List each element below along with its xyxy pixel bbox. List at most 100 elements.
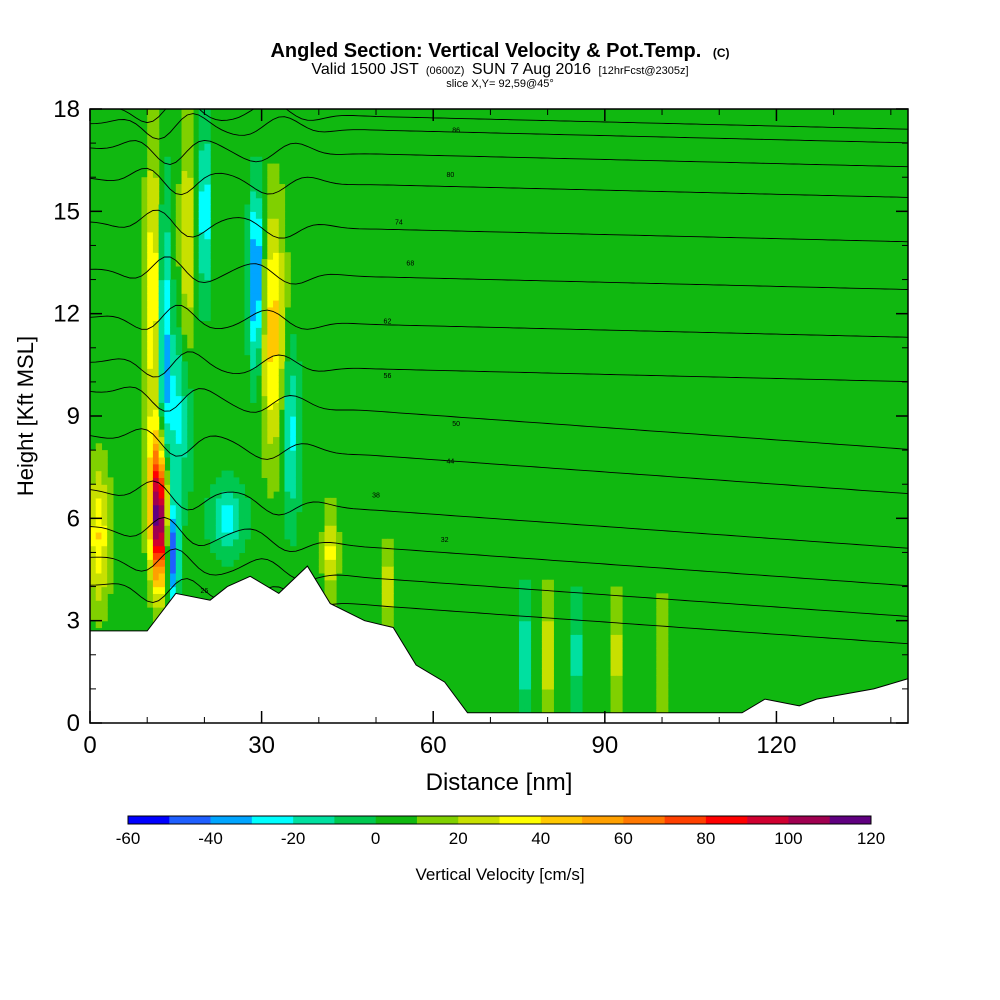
velocity-cell xyxy=(255,265,263,274)
velocity-cell xyxy=(267,450,274,458)
velocity-cell xyxy=(227,477,234,485)
velocity-cell xyxy=(227,470,234,478)
velocity-cell xyxy=(610,702,617,710)
velocity-cell xyxy=(164,347,171,356)
velocity-cell xyxy=(152,306,160,315)
velocity-cell xyxy=(570,607,577,615)
velocity-cell xyxy=(255,224,263,233)
velocity-cell xyxy=(278,354,286,363)
velocity-cell xyxy=(152,388,160,397)
velocity-cell xyxy=(181,368,188,376)
velocity-cell xyxy=(181,190,188,199)
velocity-cell xyxy=(90,613,97,622)
velocity-cell xyxy=(616,695,623,704)
velocity-cell xyxy=(570,593,577,601)
velocity-cell xyxy=(170,450,177,458)
velocity-cell xyxy=(181,381,188,390)
velocity-cell xyxy=(170,484,177,492)
velocity-cell xyxy=(147,197,154,206)
velocity-cell xyxy=(610,613,617,622)
velocity-cell xyxy=(221,477,228,485)
velocity-cell xyxy=(295,436,303,444)
velocity-cell xyxy=(387,566,394,574)
theta-contour-label: 38 xyxy=(372,492,380,499)
velocity-cell xyxy=(221,504,228,513)
velocity-cell xyxy=(284,293,291,301)
velocity-cell xyxy=(290,375,297,383)
velocity-cell xyxy=(519,695,526,704)
velocity-cell xyxy=(158,456,165,465)
velocity-cell xyxy=(250,170,257,178)
velocity-cell xyxy=(278,238,286,247)
velocity-cell xyxy=(261,429,268,438)
velocity-cell xyxy=(204,286,211,294)
velocity-cell xyxy=(152,286,160,294)
velocity-cell xyxy=(101,600,108,608)
velocity-cell xyxy=(290,402,297,410)
velocity-cell xyxy=(175,402,183,410)
colorbar-swatch xyxy=(540,816,583,824)
velocity-cell xyxy=(147,129,154,137)
y-tick-label: 9 xyxy=(67,403,80,430)
velocity-cell xyxy=(101,504,108,513)
velocity-cell xyxy=(158,388,165,397)
velocity-cell xyxy=(181,136,188,144)
velocity-cell xyxy=(576,620,583,629)
velocity-cell xyxy=(273,184,280,192)
velocity-cell xyxy=(158,579,165,588)
velocity-cell xyxy=(335,545,343,554)
velocity-cell xyxy=(656,613,663,622)
velocity-cell xyxy=(295,422,303,431)
velocity-cell xyxy=(267,354,274,363)
velocity-cell xyxy=(610,593,617,601)
velocity-cell xyxy=(95,450,103,458)
theta-contour-line xyxy=(90,386,908,450)
velocity-cell xyxy=(278,306,286,315)
velocity-cell xyxy=(152,272,160,281)
velocity-cell xyxy=(147,600,154,608)
velocity-cell xyxy=(273,484,280,492)
velocity-cell xyxy=(284,416,291,424)
velocity-cell xyxy=(187,136,194,144)
velocity-cell xyxy=(198,184,206,192)
velocity-cell xyxy=(198,170,206,178)
velocity-cell xyxy=(152,572,160,581)
velocity-cell xyxy=(175,388,183,397)
velocity-cell xyxy=(210,525,217,533)
velocity-cell xyxy=(164,436,171,444)
velocity-cell xyxy=(198,204,206,212)
velocity-cell xyxy=(250,272,257,281)
velocity-cell xyxy=(147,354,154,363)
velocity-cell xyxy=(158,504,165,513)
velocity-cell xyxy=(267,368,274,376)
velocity-cell xyxy=(164,218,171,226)
slice-label: slice X,Y= 92,59@45° xyxy=(446,78,554,90)
velocity-cell xyxy=(284,300,291,308)
velocity-cell xyxy=(158,545,165,554)
velocity-cell xyxy=(107,572,114,581)
velocity-cell xyxy=(164,361,171,369)
velocity-cell xyxy=(570,641,577,649)
velocity-cell xyxy=(267,224,274,233)
velocity-cell xyxy=(141,265,148,274)
velocity-cell xyxy=(175,518,183,526)
velocity-cell xyxy=(204,279,211,287)
velocity-cell xyxy=(164,163,171,171)
velocity-cell xyxy=(181,170,188,178)
velocity-cell xyxy=(278,204,286,212)
velocity-cell xyxy=(147,463,154,472)
velocity-cell xyxy=(261,272,268,281)
velocity-cell xyxy=(147,245,154,253)
velocity-cell xyxy=(175,477,183,485)
velocity-cell xyxy=(164,491,171,499)
velocity-cell xyxy=(547,607,554,615)
velocity-cell xyxy=(198,238,206,247)
velocity-cell xyxy=(656,682,663,690)
velocity-cell xyxy=(324,531,331,540)
velocity-cell xyxy=(198,279,206,287)
theta-contour-line xyxy=(90,256,908,290)
velocity-cell xyxy=(227,559,234,567)
velocity-cell xyxy=(250,395,257,403)
velocity-cell xyxy=(147,402,154,410)
velocity-cell xyxy=(152,552,160,560)
